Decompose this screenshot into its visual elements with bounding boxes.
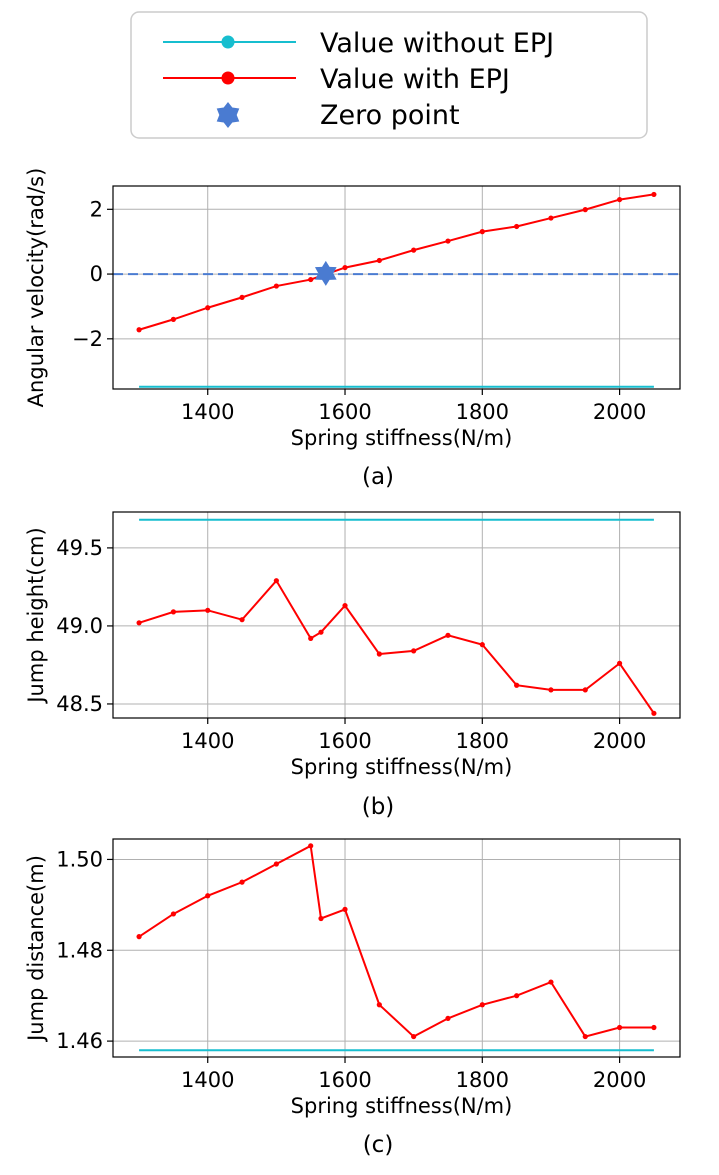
axes-frame xyxy=(112,185,681,390)
data-point xyxy=(170,911,177,917)
data-point xyxy=(548,215,554,221)
series-line-with-epj xyxy=(138,844,654,1038)
data-point xyxy=(651,1024,657,1031)
data-point xyxy=(376,257,382,264)
x-tick-label: 1400 xyxy=(181,400,234,424)
data-point xyxy=(205,607,211,613)
chart-a-angular-velocity: 1400 1600 1800 2000 2 0 −2 Spring stiffness(N/m… xyxy=(24,168,681,490)
x-tick-label: 1800 xyxy=(456,1068,509,1092)
data-point xyxy=(273,283,279,289)
data-point xyxy=(273,861,279,867)
data-point xyxy=(651,191,657,198)
data-point xyxy=(616,1024,623,1031)
series-line-with-epj xyxy=(138,193,655,331)
x-tick-label: 2000 xyxy=(593,729,646,753)
data-point xyxy=(342,264,348,271)
x-tick-label: 2000 xyxy=(593,1068,646,1092)
x-tick-label: 1400 xyxy=(181,1068,234,1092)
data-point xyxy=(514,682,520,688)
data-point xyxy=(308,843,314,849)
data-point xyxy=(411,648,417,654)
y-tick-label: 2 xyxy=(90,197,103,221)
y-tick-label: −2 xyxy=(72,327,103,351)
data-point xyxy=(205,305,211,311)
data-point xyxy=(239,879,245,885)
axes-frame xyxy=(112,511,681,719)
data-point xyxy=(318,629,324,635)
data-point xyxy=(548,979,554,985)
y-tick-label: 1.46 xyxy=(56,1029,103,1053)
data-point xyxy=(136,620,142,626)
legend-label-with-epj: Value with EPJ xyxy=(320,64,510,95)
x-tick-label: 1800 xyxy=(456,400,509,424)
data-point xyxy=(582,1033,588,1040)
x-axis-label: Spring stiffness(N/m) xyxy=(291,426,513,450)
x-tick-label: 1600 xyxy=(318,1068,371,1092)
y-tick-label: 49.5 xyxy=(56,536,103,560)
data-point xyxy=(308,276,314,283)
subfigure-caption: (b) xyxy=(362,794,395,820)
legend-frame xyxy=(130,11,648,139)
x-tick-label: 1600 xyxy=(318,729,371,753)
legend-star-icon xyxy=(216,102,240,128)
legend-marker-with-epj xyxy=(221,71,235,85)
data-point xyxy=(136,327,142,333)
data-point xyxy=(651,710,657,716)
x-tick-label: 1600 xyxy=(318,400,371,424)
x-axis-label: Spring stiffness(N/m) xyxy=(291,1094,513,1118)
data-point xyxy=(445,1015,451,1021)
x-tick-label: 1800 xyxy=(456,729,509,753)
legend: Value without EPJ Value with EPJ Zero po… xyxy=(130,11,648,139)
data-point xyxy=(445,238,451,244)
data-point xyxy=(616,660,623,666)
x-axis-label: Spring stiffness(N/m) xyxy=(291,755,513,779)
data-point xyxy=(136,934,142,940)
y-tick-label: 49.0 xyxy=(56,614,103,638)
data-point xyxy=(479,1002,485,1008)
data-point xyxy=(445,632,451,638)
data-point xyxy=(273,578,279,584)
data-point xyxy=(376,1002,382,1008)
axes-frame xyxy=(112,838,681,1058)
x-tick-label: 1400 xyxy=(181,729,234,753)
y-tick-label: 0 xyxy=(90,262,103,286)
series-line-with-epj xyxy=(138,578,655,714)
data-point xyxy=(318,915,324,922)
data-point xyxy=(376,651,382,657)
data-point xyxy=(170,609,177,615)
subfigure-caption: (c) xyxy=(363,1132,394,1158)
data-point xyxy=(582,207,588,213)
data-point xyxy=(342,906,348,912)
data-point xyxy=(514,993,520,999)
subfigure-caption: (a) xyxy=(362,464,394,490)
data-point xyxy=(170,316,177,322)
x-tick-label: 2000 xyxy=(593,400,646,424)
data-point xyxy=(411,247,417,253)
data-point xyxy=(239,294,245,300)
data-point xyxy=(342,603,348,609)
data-point xyxy=(308,635,314,642)
zero-point-star-icon xyxy=(314,260,337,286)
legend-label-without-epj: Value without EPJ xyxy=(320,28,554,59)
legend-marker-without-epj xyxy=(221,35,235,49)
y-tick-label: 1.50 xyxy=(56,847,103,871)
data-point xyxy=(411,1033,417,1040)
y-axis-label: Angular velocity(rad/s) xyxy=(24,168,48,408)
data-point xyxy=(616,196,623,203)
y-axis-label: Jump height(cm) xyxy=(24,527,48,704)
data-point xyxy=(548,687,554,693)
y-tick-label: 1.48 xyxy=(56,938,103,962)
y-tick-label: 48.5 xyxy=(56,692,103,716)
y-axis-label: Jump distance(m) xyxy=(24,855,48,1043)
data-point xyxy=(239,617,245,623)
chart-b-jump-height: 1400 1600 1800 2000 49.5 49.0 48.5 Spring stiff… xyxy=(24,511,681,820)
data-point xyxy=(479,642,485,648)
data-point xyxy=(479,229,485,235)
data-point xyxy=(514,223,520,230)
data-point xyxy=(205,893,211,899)
data-point xyxy=(582,687,588,693)
chart-c-jump-distance: 1400 1600 1800 2000 1.50 1.48 1.46 Spring stiff… xyxy=(24,838,681,1158)
legend-label-zero-point: Zero point xyxy=(320,100,460,131)
